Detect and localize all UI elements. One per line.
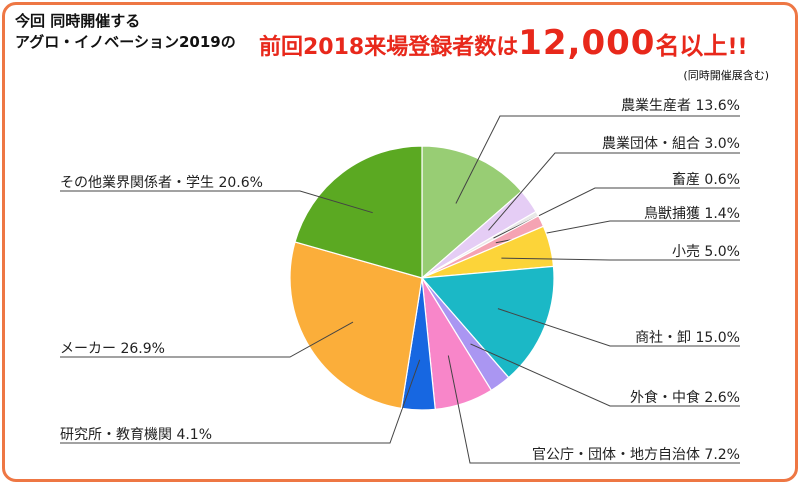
headline: 前回2018来場登録者数は12,000名以上!! bbox=[259, 23, 748, 63]
headline-bang: !! bbox=[727, 35, 748, 60]
header-line2: アグロ・イノベーション2019の bbox=[15, 33, 236, 51]
slice-label: 鳥獣捕獲 1.4% bbox=[644, 206, 740, 222]
slice-label: 農業生産者 13.6% bbox=[621, 98, 740, 114]
slice-label: メーカー 26.9% bbox=[60, 341, 165, 357]
pie-slice bbox=[420, 265, 555, 379]
leader-line bbox=[455, 115, 740, 204]
leader-line bbox=[60, 321, 354, 358]
leader-line bbox=[60, 190, 373, 214]
headline-note: (同時開催展含む) bbox=[683, 69, 769, 82]
pie-slice bbox=[421, 145, 523, 280]
headline-suffix: 名以上 bbox=[655, 32, 728, 60]
headline-prefix: 前回2018来場登録者数は bbox=[259, 35, 519, 60]
slice-label: 外食・中食 2.6% bbox=[630, 389, 740, 406]
leader-line bbox=[470, 343, 740, 407]
slice-label: 研究所・教育機関 4.1% bbox=[60, 427, 212, 443]
pie-slice bbox=[289, 241, 423, 410]
slice-label: 畜産 0.6% bbox=[672, 172, 740, 188]
slice-label: 商社・卸 15.0% bbox=[635, 330, 740, 346]
slice-label: 農業団体・組合 3.0% bbox=[602, 136, 740, 152]
slice-label: 官公庁・団体・地方自治体 7.2% bbox=[532, 447, 740, 463]
leader-line bbox=[60, 359, 421, 444]
headline-number: 12,000 bbox=[518, 23, 656, 63]
slice-label: その他業界関係者・学生 20.6% bbox=[60, 175, 263, 191]
leader-line bbox=[501, 257, 740, 261]
header-line1: 今回 同時開催する bbox=[15, 12, 141, 30]
header-left: 今回 同時開催する アグロ・イノベーション2019の bbox=[15, 11, 236, 53]
leader-line bbox=[497, 308, 740, 347]
leader-line bbox=[488, 152, 740, 231]
pie-slice bbox=[294, 145, 423, 279]
leader-line bbox=[447, 355, 740, 464]
slice-label: 小売 5.0% bbox=[672, 244, 740, 260]
